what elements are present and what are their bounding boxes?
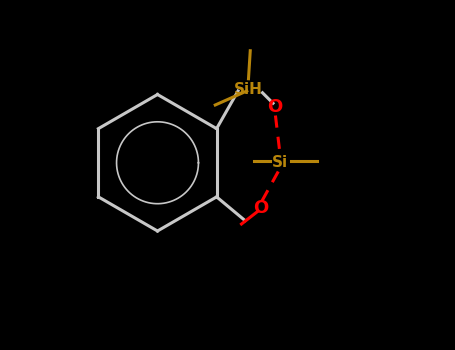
Text: SiH: SiH xyxy=(234,82,263,97)
Text: Si: Si xyxy=(272,155,288,170)
Text: O: O xyxy=(253,199,268,217)
Text: O: O xyxy=(267,98,283,116)
